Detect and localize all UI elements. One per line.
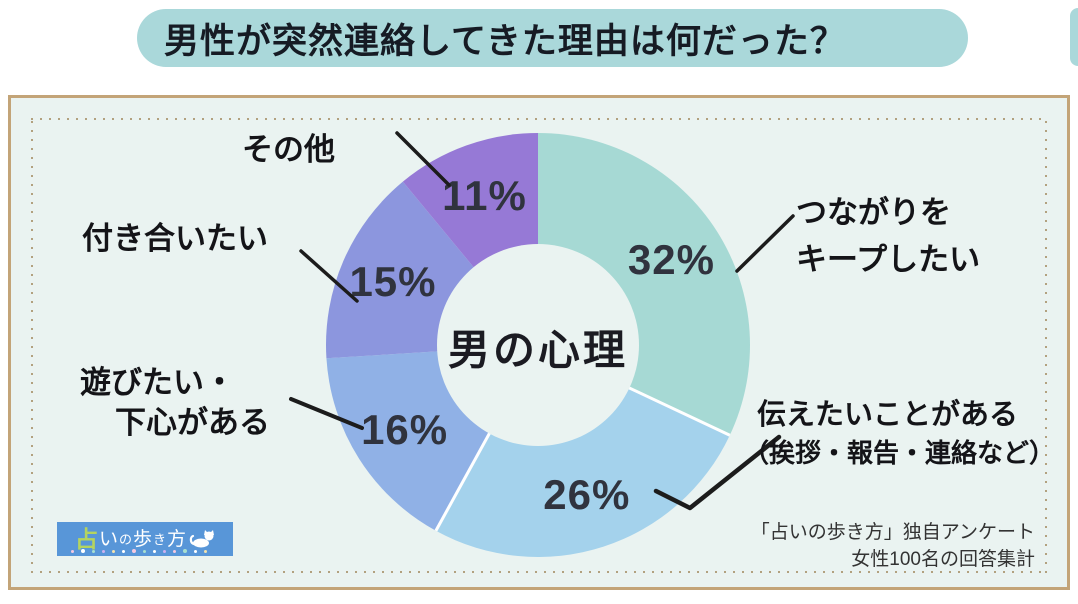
sparkles-decoration [71,549,207,553]
sparkle-dot [81,549,85,553]
sparkle-dot [102,549,105,553]
page-title: 男性が突然連絡してきた理由は何だった？ [164,21,846,61]
logo-char: の [118,531,132,547]
sparkle-dot [122,549,125,553]
sparkle-dot [173,549,176,553]
segment-percent-label-1: 26% [543,471,631,519]
sparkle-dot [92,549,95,553]
segment-label-text: 下心がある [115,405,270,440]
segment-label-tsunagari: つながりを キープしたい [796,189,980,283]
segment-percent-label-3: 15% [349,258,437,306]
sparkle-dot [163,549,166,553]
segment-label-text: つながりを [796,195,951,230]
sparkle-dot [204,549,207,553]
sparkle-dot [153,549,156,553]
segment-label-tsutaetai: 伝えたいことがある （挨拶・報告・連絡など） [743,396,1055,472]
cat-icon [189,530,215,548]
logo-char: 占 [74,525,98,552]
segment-label-text: キープしたい [796,242,981,277]
chart-center-label: 男の心理 [447,326,629,374]
sparkle-dot [132,549,136,553]
segment-percent-label-0: 32% [627,236,715,284]
survey-source-line2: 女性100名の回答集計 [851,549,1035,570]
segment-label-text: その他 [242,132,335,167]
donut-hole [437,244,639,446]
sparkle-dot [143,549,146,553]
segment-percent-label-2: 16% [361,405,449,453]
segment-label-text: 遊びたい・ [80,365,235,400]
sparkle-dot [112,549,115,553]
segment-label-asobitai: 遊びたい・ 下心がある [80,363,270,443]
logo-char: 方 [167,528,187,550]
sparkle-dot [194,549,197,553]
segment-label-tsukiaitai: 付き合いたい [82,217,268,261]
sparkle-dot [183,549,187,553]
sparkle-dot [71,549,74,553]
survey-source-note: 「占いの歩き方」独自アンケート 女性100名の回答集計 [751,519,1035,573]
banner-fragment [1070,8,1078,66]
logo-char: き [153,531,167,547]
logo-char: い [98,528,118,550]
segment-label-text: 伝えたいことがある [757,399,1019,431]
title-banner: 男性が突然連絡してきた理由は何だった？ [137,9,968,67]
segment-label-text: 付き合いたい [82,221,268,256]
survey-source-line1: 「占いの歩き方」独自アンケート [750,522,1035,543]
segment-percent-label-4: 11% [442,172,527,220]
segment-label-text: （挨拶・報告・連絡など） [743,438,1056,468]
logo-char: 歩 [132,528,152,550]
site-logo: 占 い の 歩 き 方 [57,522,233,556]
segment-label-sonota: その他 [242,128,335,172]
